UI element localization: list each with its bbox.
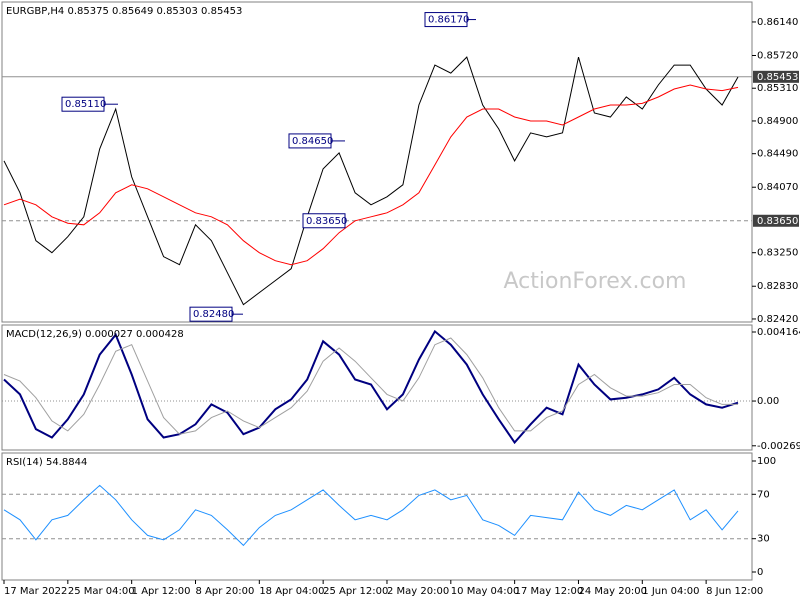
series-line [3, 484, 739, 547]
annotation-label: 0.83650 [306, 216, 347, 227]
y-tick-label: 0.86140 [757, 17, 798, 28]
y-tick-label: 0.84900 [757, 116, 798, 127]
annotation-label: 0.84650 [292, 136, 333, 147]
annotation-box [424, 12, 468, 28]
y-tick-label: 70 [757, 489, 770, 500]
y-tick-label: 0 [757, 567, 763, 578]
annotation-label: 0.86170 [428, 15, 469, 26]
x-tick-label: 18 Apr 04:00 [259, 586, 324, 597]
watermark: ActionForex.com [504, 269, 687, 294]
y-tick-label: 0.85720 [757, 50, 798, 61]
series-line [3, 329, 739, 445]
x-tick-label: 24 May 20:00 [578, 586, 647, 597]
annotation-box [302, 213, 346, 229]
y-tick-label: 100 [757, 456, 776, 467]
y-tick-label: 30 [757, 534, 770, 545]
panel-frame [1, 324, 753, 451]
y-tick-label: 0.004164 [757, 327, 800, 338]
level-label: 0.85453 [757, 72, 798, 83]
y-tick-label: 0.00 [757, 396, 779, 407]
series-line [3, 337, 738, 435]
x-tick-label: 25 Mar 04:00 [68, 586, 135, 597]
y-tick-label: 0.83250 [757, 248, 798, 259]
annotation-box [61, 96, 105, 112]
x-tick-label: 1 Apr 12:00 [132, 586, 191, 597]
panel-frame [1, 1, 753, 323]
y-tick-label: -0.002699 [757, 441, 800, 452]
y-tick-label: 0.84490 [757, 149, 798, 160]
x-tick-label: 10 May 04:00 [451, 586, 520, 597]
annotation-label: 0.82480 [193, 309, 234, 320]
y-tick-label: 0.85310 [757, 83, 798, 94]
y-tick-label: 0.82830 [757, 281, 798, 292]
level-label-bg [753, 70, 799, 83]
y-tick-label: 0.82420 [757, 314, 798, 325]
x-tick-label: 1 Jun 04:00 [642, 586, 699, 597]
level-label: 0.83650 [757, 216, 798, 227]
series-line [3, 84, 739, 266]
panel-title: MACD(12,26,9) 0.000027 0.000428 [6, 329, 184, 340]
annotation-label: 0.85110 [65, 99, 106, 110]
series-line [3, 56, 739, 306]
panel-frame [1, 452, 753, 581]
x-tick-label: 25 Apr 12:00 [323, 586, 388, 597]
y-tick-label: 0.84070 [757, 182, 798, 193]
x-tick-label: 17 May 12:00 [515, 586, 584, 597]
x-tick-label: 2 May 20:00 [387, 586, 449, 597]
annotation-box [288, 133, 332, 149]
level-label-bg [753, 214, 799, 227]
x-tick-label: 8 Jun 12:00 [706, 586, 763, 597]
x-tick-label: 8 Apr 20:00 [195, 586, 254, 597]
annotation-box [189, 306, 233, 322]
x-tick-label: 17 Mar 2022 [4, 586, 67, 597]
panel-title: EURGBP,H4 0.85375 0.85649 0.85303 0.8545… [6, 6, 242, 17]
panel-title: RSI(14) 54.8844 [6, 457, 87, 468]
